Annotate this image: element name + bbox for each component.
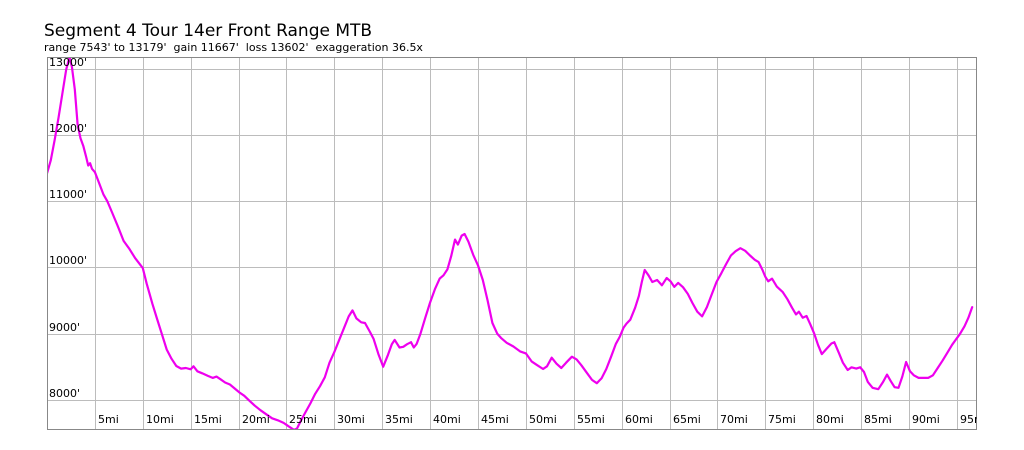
x-tick-label: 65mi — [673, 413, 701, 426]
x-tick-label: 55mi — [577, 413, 605, 426]
y-tick-labels: 8000' 9000' 10000' 11000' 12000' 13000' — [49, 56, 87, 400]
x-tick-label: 60mi — [625, 413, 653, 426]
x-tick-label: 45mi — [481, 413, 509, 426]
x-tick-label: 95mi — [960, 413, 988, 426]
x-tick-label: 90mi — [912, 413, 940, 426]
chart-title: Segment 4 Tour 14er Front Range MTB — [44, 21, 373, 41]
y-tick-label: 10000' — [49, 254, 87, 267]
x-tick-label: 25mi — [289, 413, 317, 426]
x-tick-label: 5mi — [98, 413, 119, 426]
plot-border — [47, 57, 977, 430]
x-tick-label: 10mi — [146, 413, 174, 426]
grid-lines — [47, 57, 977, 430]
chart-subtitle: range 7543' to 13179' gain 11667' loss 1… — [44, 41, 423, 54]
y-tick-label: 8000' — [49, 387, 80, 400]
x-tick-label: 50mi — [529, 413, 557, 426]
x-tick-label: 30mi — [337, 413, 365, 426]
elevation-profile-line — [47, 57, 974, 430]
y-tick-label: 13000' — [49, 56, 87, 69]
x-tick-label: 75mi — [768, 413, 796, 426]
x-tick-label: 70mi — [720, 413, 748, 426]
y-tick-label: 12000' — [49, 122, 87, 135]
x-tick-label: 20mi — [242, 413, 270, 426]
x-tick-label: 80mi — [816, 413, 844, 426]
y-tick-label: 9000' — [49, 321, 80, 334]
x-tick-label: 35mi — [385, 413, 413, 426]
x-tick-label: 40mi — [433, 413, 461, 426]
x-tick-labels: 5mi 10mi 15mi 20mi 25mi 30mi 35mi 40mi 45mi 50mi 5… — [98, 413, 988, 426]
x-tick-label: 85mi — [864, 413, 892, 426]
y-tick-label: 11000' — [49, 188, 87, 201]
x-tick-label: 15mi — [194, 413, 222, 426]
